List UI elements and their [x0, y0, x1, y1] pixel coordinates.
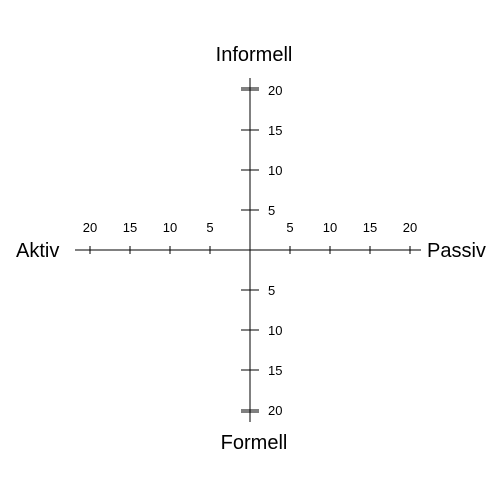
tick-label-bottom-10: 10: [268, 323, 282, 338]
axis-label-informell: Informell: [216, 44, 293, 66]
axis-label-formell: Formell: [221, 432, 288, 454]
axis-label-passiv: Passiv: [427, 240, 486, 262]
tick-label-left-15: 15: [123, 220, 137, 235]
tick-label-bottom-20: 20: [268, 403, 282, 418]
tick-label-bottom-15: 15: [268, 363, 282, 378]
tick-label-top-20: 20: [268, 83, 282, 98]
tick-label-top-10: 10: [268, 163, 282, 178]
tick-label-left-5: 5: [206, 220, 213, 235]
tick-label-bottom-5: 5: [268, 283, 275, 298]
axis-label-aktiv: Aktiv: [16, 240, 59, 262]
tick-label-right-10: 10: [323, 220, 337, 235]
tick-label-right-20: 20: [403, 220, 417, 235]
tick-label-right-15: 15: [363, 220, 377, 235]
tick-label-left-10: 10: [163, 220, 177, 235]
tick-label-top-5: 5: [268, 203, 275, 218]
tick-label-top-15: 15: [268, 123, 282, 138]
tick-label-right-5: 5: [286, 220, 293, 235]
tick-label-left-20: 20: [83, 220, 97, 235]
